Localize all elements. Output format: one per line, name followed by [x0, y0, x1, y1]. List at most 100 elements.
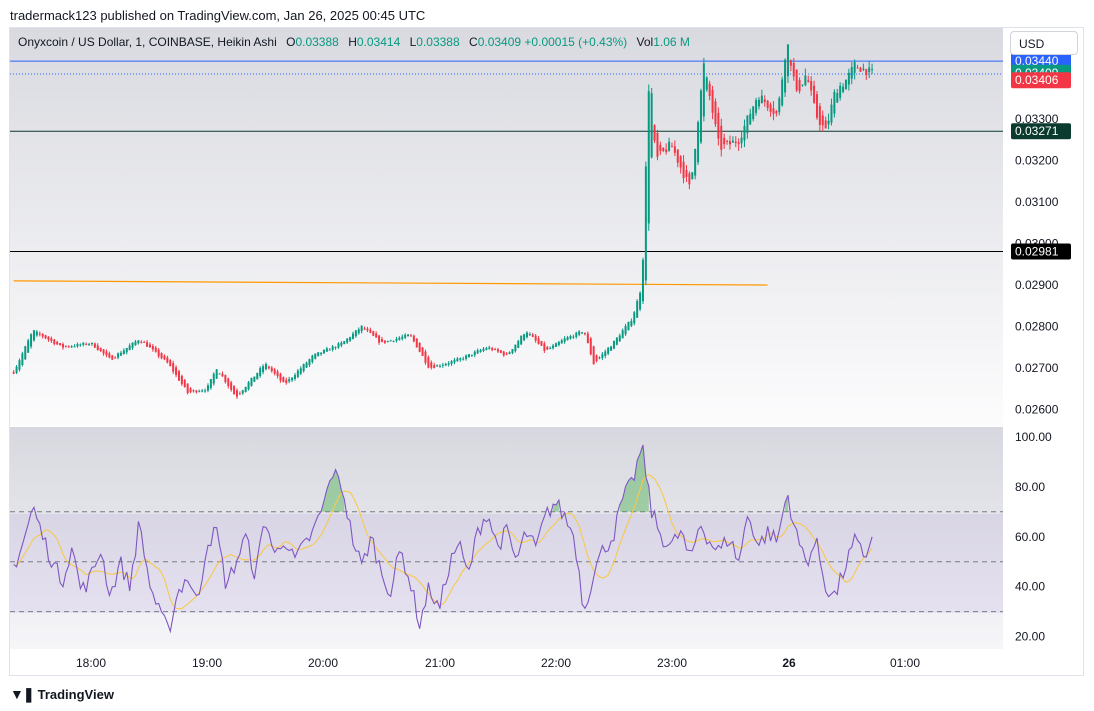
candle-56 [175, 365, 178, 378]
candle-273 [804, 68, 807, 87]
candle-130 [389, 339, 392, 342]
candle-45 [143, 340, 146, 343]
candle-body [746, 115, 749, 134]
candle-108 [325, 346, 328, 352]
candle-163 [485, 346, 488, 351]
candle-103 [311, 354, 314, 364]
candle-body [659, 144, 662, 152]
candle-176 [523, 333, 526, 342]
candle-body [633, 312, 636, 324]
candle-16 [59, 343, 62, 346]
candle-210 [621, 328, 624, 339]
price-tick-label: 0.02900 [1015, 278, 1059, 292]
candle-277 [815, 91, 818, 120]
candle-55 [172, 360, 175, 374]
candle-body [705, 77, 708, 90]
candle-116 [349, 336, 352, 343]
candle-body [218, 373, 221, 375]
candle-146 [436, 364, 439, 367]
candle-body [241, 390, 244, 394]
candle-body [737, 142, 740, 145]
candle-body [102, 349, 105, 354]
candle-body [763, 99, 766, 103]
candle-body [615, 337, 618, 345]
candle-281 [827, 113, 830, 130]
candle-224 [662, 147, 665, 153]
rsi-tick-label: 40.00 [1015, 580, 1045, 594]
candle-body [291, 377, 294, 381]
candle-247 [728, 135, 731, 150]
candle-143 [427, 355, 430, 369]
candle-body [140, 341, 143, 343]
candle-246 [726, 139, 729, 145]
footer-brand[interactable]: ▼❚ TradingView [10, 686, 114, 703]
candle-body [511, 349, 514, 354]
candle-98 [296, 368, 299, 379]
candle-213 [630, 318, 633, 328]
candle-142 [424, 349, 427, 365]
candle-31 [102, 349, 105, 356]
candle-10 [41, 333, 44, 339]
candle-36 [117, 352, 120, 360]
candle-body [354, 330, 357, 337]
candle-body [340, 342, 343, 346]
candle-262 [772, 101, 775, 121]
rsi-tick-label: 20.00 [1015, 630, 1045, 644]
candle-body [320, 352, 323, 355]
candle-200 [592, 345, 595, 365]
candle-body [259, 368, 262, 377]
candle-208 [615, 337, 618, 346]
rsi-overbought-fill [619, 444, 649, 512]
candle-body [670, 146, 673, 148]
candle-121 [363, 326, 366, 330]
candle-body [639, 292, 642, 310]
candle-body [740, 137, 743, 144]
candle-body [88, 343, 91, 345]
candle-body [859, 67, 862, 72]
candle-body [612, 340, 615, 349]
candle-body [407, 334, 410, 337]
candle-186 [552, 343, 555, 350]
candle-body [122, 350, 125, 355]
candle-body [59, 343, 62, 345]
candle-body [198, 391, 201, 393]
candle-169 [502, 350, 505, 357]
legend-high-value: 0.03414 [356, 35, 401, 49]
candle-body [839, 85, 842, 98]
candle-body [238, 393, 241, 395]
candle-body [221, 373, 224, 377]
candle-body [844, 79, 847, 90]
candle-2 [18, 358, 21, 372]
currency-button[interactable]: USD [1010, 31, 1078, 55]
time-tick-label: 22:00 [541, 656, 571, 670]
candle-body [30, 334, 33, 347]
candle-body [868, 67, 871, 73]
candle-body [172, 363, 175, 372]
candle-body [786, 44, 789, 77]
footer-brand-label: TradingView [37, 687, 114, 702]
candle-147 [438, 364, 441, 368]
candle-159 [473, 350, 476, 358]
candle-body [505, 353, 508, 355]
candle-139 [415, 338, 418, 348]
candle-229 [676, 149, 679, 168]
candle-body [349, 337, 352, 341]
candle-78 [238, 391, 241, 395]
candle-165 [491, 346, 494, 352]
candle-body [598, 357, 601, 359]
candle-28 [93, 342, 96, 348]
candle-body [789, 60, 792, 66]
candle-251 [740, 130, 743, 149]
candle-body [685, 169, 688, 178]
candle-body [694, 149, 697, 176]
candle-257 [757, 96, 760, 110]
candle-237 [699, 88, 702, 144]
candle-body [470, 354, 473, 356]
candle-body [438, 365, 441, 367]
candle-271 [798, 77, 801, 94]
candle-body [836, 92, 839, 103]
candle-190 [563, 336, 566, 344]
candle-body [717, 112, 720, 139]
candle-body [798, 80, 801, 92]
